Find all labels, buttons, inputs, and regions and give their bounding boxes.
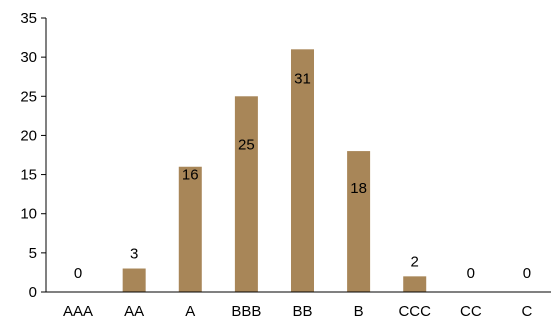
- category-label: BBB: [231, 303, 261, 320]
- y-tick-label: 20: [20, 127, 37, 144]
- data-label: 18: [350, 180, 367, 197]
- x-axis-labels: AAA AA A BBB BB B CCC CC C: [63, 303, 532, 320]
- category-label: CCC: [398, 303, 431, 320]
- data-label: 31: [294, 70, 311, 87]
- data-label: 0: [74, 265, 82, 282]
- category-label: C: [522, 303, 533, 320]
- y-tick-label: 25: [20, 88, 37, 105]
- y-tick-label: 30: [20, 49, 37, 66]
- y-axis-ticks: 0 5 10 15 20 25 30 35: [20, 10, 46, 301]
- category-label: CC: [460, 303, 482, 320]
- category-label: B: [354, 303, 364, 320]
- y-tick-label: 35: [20, 10, 37, 27]
- data-label: 2: [411, 253, 419, 270]
- category-label: A: [185, 303, 195, 320]
- bar-a: [178, 166, 202, 292]
- data-label: 3: [130, 246, 138, 263]
- y-tick-label: 10: [20, 206, 37, 223]
- y-tick-label: 15: [20, 167, 37, 184]
- data-label: 16: [182, 167, 199, 184]
- category-label: BB: [292, 303, 312, 320]
- bar-aa: [122, 268, 146, 292]
- category-label: AA: [124, 303, 144, 320]
- bar-bb: [291, 49, 314, 292]
- data-label: 25: [238, 136, 255, 153]
- bar-bbb: [234, 96, 258, 293]
- data-labels: 0 3 16 25 31 18 2 0 0: [74, 70, 531, 282]
- bars: [122, 49, 427, 293]
- data-label: 0: [523, 265, 531, 282]
- y-tick-label: 0: [29, 284, 37, 301]
- y-tick-label: 5: [29, 245, 37, 262]
- bar-ccc: [403, 276, 427, 292]
- category-label: AAA: [63, 303, 93, 320]
- bar-b: [347, 151, 371, 292]
- data-label: 0: [467, 265, 475, 282]
